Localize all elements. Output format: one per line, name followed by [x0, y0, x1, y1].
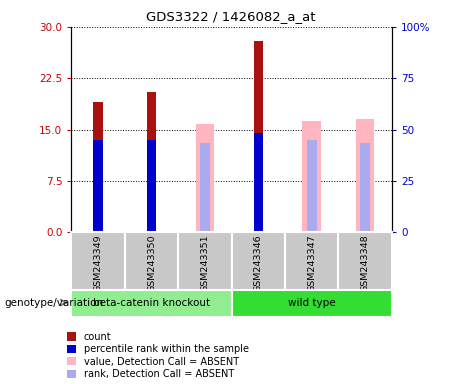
Text: GSM243351: GSM243351 [201, 234, 209, 292]
Bar [307, 140, 317, 232]
Bar [71, 290, 231, 317]
Text: GDS3322 / 1426082_a_at: GDS3322 / 1426082_a_at [146, 10, 315, 23]
Text: beta-catenin knockout: beta-catenin knockout [93, 298, 210, 308]
Bar [356, 119, 374, 232]
Text: GSM243349: GSM243349 [94, 234, 103, 292]
Bar [285, 232, 338, 290]
Text: GSM243350: GSM243350 [147, 234, 156, 292]
Bar [71, 232, 125, 290]
Bar [147, 92, 156, 232]
Text: GSM243347: GSM243347 [307, 234, 316, 292]
Bar [254, 133, 263, 232]
Bar [254, 41, 263, 232]
Text: wild type: wild type [288, 298, 336, 308]
Bar [93, 102, 103, 232]
Legend: count, percentile rank within the sample, value, Detection Call = ABSENT, rank, : count, percentile rank within the sample… [67, 332, 248, 379]
Bar [147, 140, 156, 232]
Bar [231, 290, 392, 317]
Text: GSM243348: GSM243348 [361, 234, 370, 292]
Bar [361, 143, 370, 232]
Bar [93, 140, 103, 232]
Bar [195, 124, 214, 232]
Bar [338, 232, 392, 290]
Bar [125, 232, 178, 290]
Bar [178, 232, 231, 290]
Bar [200, 143, 210, 232]
Bar [231, 232, 285, 290]
Text: GSM243346: GSM243346 [254, 234, 263, 292]
Bar [302, 121, 321, 232]
Text: genotype/variation: genotype/variation [5, 298, 104, 308]
